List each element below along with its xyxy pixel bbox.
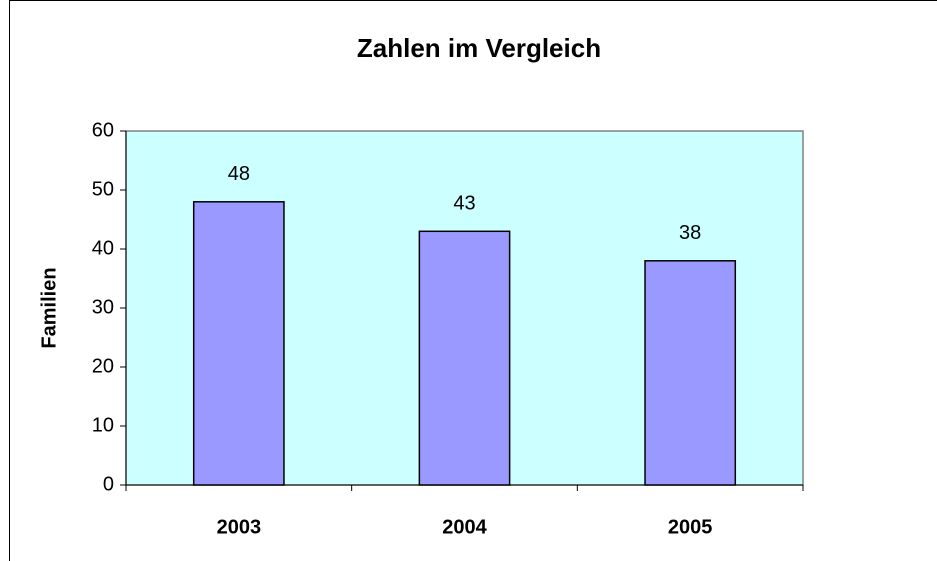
y-tick-label: 0 [103, 473, 114, 495]
y-axis-label: Familien [38, 267, 60, 348]
bar [644, 260, 737, 486]
chart-title: Zahlen im Vergleich [357, 33, 601, 63]
x-tick-label: 2003 [217, 516, 262, 538]
data-label: 38 [679, 222, 701, 244]
y-tick-label: 20 [92, 355, 114, 377]
data-label: 48 [228, 163, 250, 185]
bar [418, 230, 511, 486]
y-tick-label: 50 [92, 178, 114, 200]
x-tick-label: 2005 [668, 516, 713, 538]
y-tick-label: 30 [92, 296, 114, 318]
x-tick-label: 2004 [442, 516, 487, 538]
y-tick-label: 40 [92, 237, 114, 259]
bar [192, 201, 285, 486]
y-tick-label: 10 [92, 414, 114, 436]
y-tick-label: 60 [92, 119, 114, 141]
data-label: 43 [453, 193, 475, 215]
